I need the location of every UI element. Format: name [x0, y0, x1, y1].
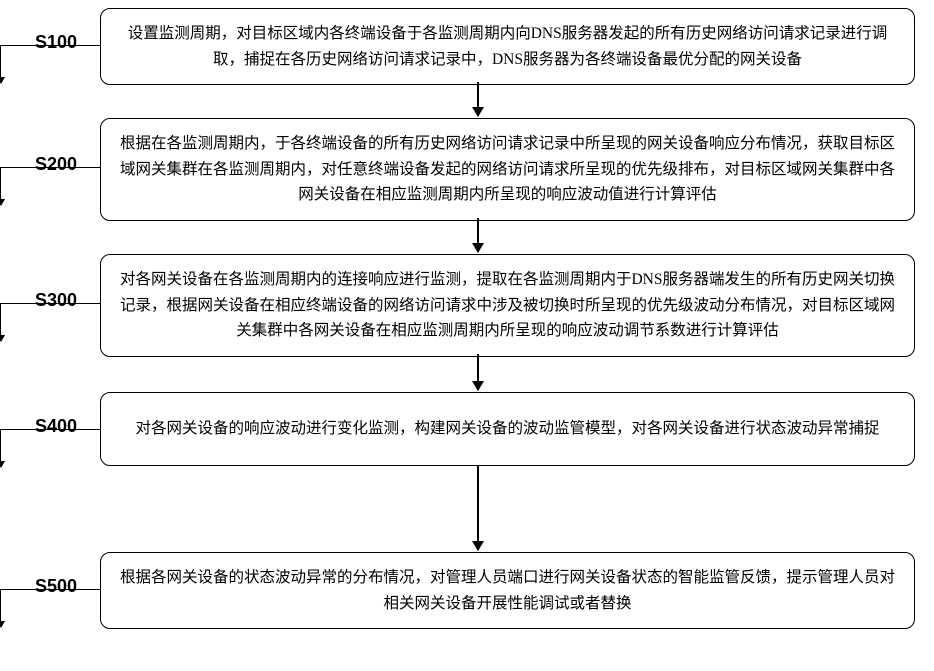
step-text-s300: 对各网关设备在各监测周期内的连接响应进行监测，提取在各监测周期内于DNS服务器端… [119, 267, 896, 344]
label-connector-s500 [0, 589, 100, 627]
flowchart-container: S100 设置监测周期，对目标区域内各终端设备于各监测周期内向DNS服务器发起的… [0, 0, 934, 671]
step-text-s400: 对各网关设备的响应波动进行变化监测，构建网关设备的波动监管模型，对各网关设备进行… [135, 416, 879, 442]
flow-arrow-2 [477, 218, 479, 252]
flow-arrow-1 [477, 82, 479, 116]
label-connector-s400 [0, 429, 100, 467]
flow-arrow-3 [477, 354, 479, 390]
step-text-s200: 根据在各监测周期内，于各终端设备的所有历史网络访问请求记录中所呈现的网关设备响应… [119, 131, 896, 208]
label-connector-s300 [0, 303, 100, 341]
step-box-s200: 根据在各监测周期内，于各终端设备的所有历史网络访问请求记录中所呈现的网关设备响应… [100, 118, 915, 221]
step-box-s400: 对各网关设备的响应波动进行变化监测，构建网关设备的波动监管模型，对各网关设备进行… [100, 392, 915, 466]
step-box-s300: 对各网关设备在各监测周期内的连接响应进行监测，提取在各监测周期内于DNS服务器端… [100, 254, 915, 357]
label-connector-s100 [0, 45, 100, 83]
label-connector-s200 [0, 167, 100, 205]
step-box-s500: 根据各网关设备的状态波动异常的分布情况，对管理人员端口进行网关设备状态的智能监管… [100, 552, 915, 629]
step-text-s500: 根据各网关设备的状态波动异常的分布情况，对管理人员端口进行网关设备状态的智能监管… [119, 565, 896, 616]
flow-arrow-4 [477, 466, 479, 550]
step-box-s100: 设置监测周期，对目标区域内各终端设备于各监测周期内向DNS服务器发起的所有历史网… [100, 8, 915, 85]
step-text-s100: 设置监测周期，对目标区域内各终端设备于各监测周期内向DNS服务器发起的所有历史网… [119, 21, 896, 72]
